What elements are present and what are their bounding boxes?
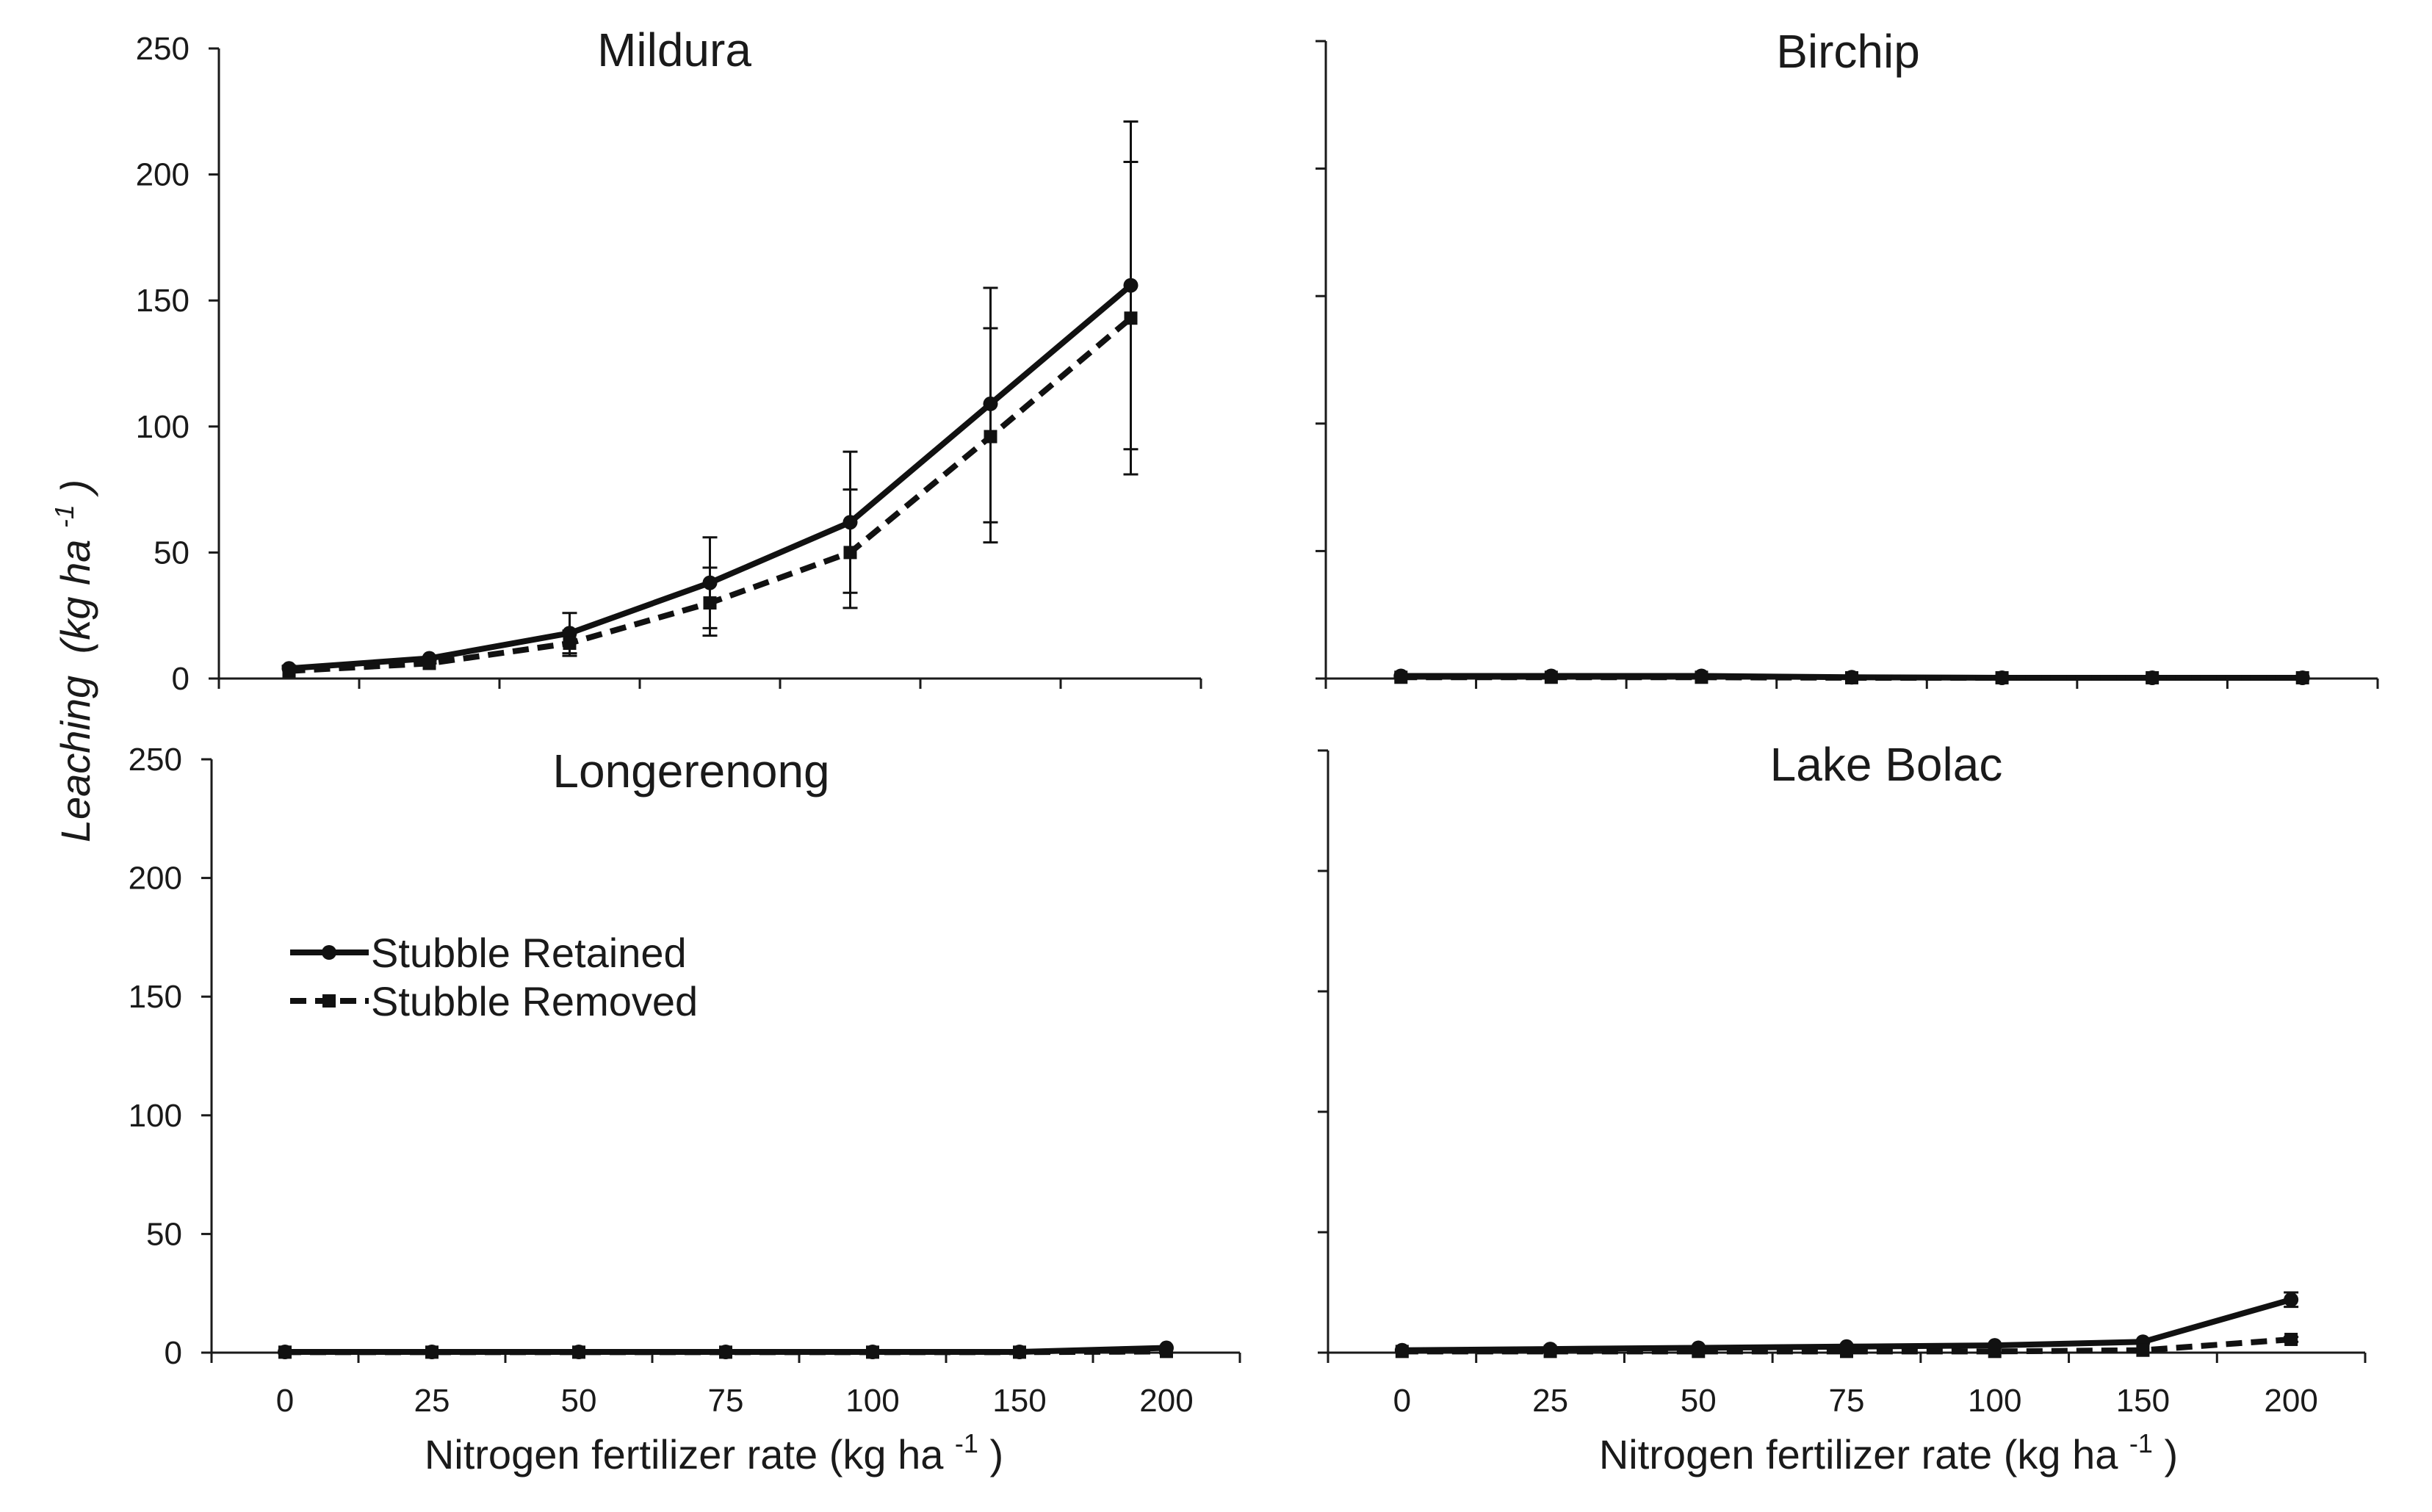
x-axis-title-right: Nitrogen fertilizer rate (kg ha -1 ) xyxy=(1599,1415,2178,1477)
data-point xyxy=(2146,670,2159,684)
panel-3: Longerenong 0 50 100 150 200 250 0 25 50 75 100 150 2… xyxy=(129,742,1241,1419)
y-tick-label: 50 xyxy=(154,535,190,571)
data-point xyxy=(2136,1343,2150,1357)
x-tick-label: 25 xyxy=(1532,1383,1568,1419)
data-point xyxy=(2284,1332,2298,1346)
data-point xyxy=(282,664,296,678)
y-tick-label: 50 xyxy=(146,1216,182,1252)
legend: Stubble Retained Stubble Removed xyxy=(290,930,698,1024)
y-tick-label: 100 xyxy=(129,1098,182,1134)
x-tick-label: 50 xyxy=(1681,1383,1717,1419)
y-tick-label: 0 xyxy=(172,661,190,697)
x-tick-label: 200 xyxy=(2264,1383,2317,1419)
x-tick-label: 150 xyxy=(2116,1383,2170,1419)
x-axis-title-left-sup: -1 xyxy=(955,1428,978,1458)
data-point xyxy=(1395,1345,1409,1359)
legend-marker-retained xyxy=(322,945,336,960)
data-point xyxy=(2284,1292,2299,1307)
data-point xyxy=(843,546,857,560)
x-axis-title-left-close: ) xyxy=(990,1431,1004,1477)
data-point xyxy=(425,1345,439,1359)
panel-title-2: Birchip xyxy=(1776,25,1920,78)
data-point xyxy=(719,1345,732,1359)
data-point xyxy=(1160,1345,1173,1359)
data-point xyxy=(703,596,717,610)
x-tick-label: 0 xyxy=(276,1383,294,1419)
legend-entry-retained: Stubble Retained xyxy=(290,930,687,976)
y-axis-title-sup: -1 xyxy=(49,504,79,528)
data-point xyxy=(866,1345,879,1359)
x-axis-title-left-main: Nitrogen fertilizer rate (kg ha xyxy=(425,1431,944,1477)
data-point xyxy=(1013,1345,1026,1359)
data-point xyxy=(1543,1345,1557,1359)
x-tick-label: 100 xyxy=(1968,1383,2021,1419)
data-point xyxy=(1995,670,2009,684)
x-tick-label: 150 xyxy=(992,1383,1046,1419)
data-point xyxy=(1692,1345,1706,1359)
y-tick-label: 150 xyxy=(129,979,182,1015)
data-point xyxy=(278,1345,292,1359)
panel-title-3: Longerenong xyxy=(552,745,829,797)
series-removed xyxy=(1394,670,2309,684)
y-axis-title-main: Leaching xyxy=(52,676,98,842)
data-point xyxy=(1124,311,1138,325)
y-axis-title: Leaching (kg ha -1 ) xyxy=(36,480,98,842)
panel-title-4: Lake Bolac xyxy=(1770,738,2003,791)
legend-label-retained: Stubble Retained xyxy=(371,930,687,976)
y-axis-title-units: (kg ha xyxy=(52,540,98,654)
legend-label-removed: Stubble Removed xyxy=(371,978,698,1024)
data-point xyxy=(422,656,436,670)
x-tick-label: 75 xyxy=(1829,1383,1865,1419)
y-tick-label: 200 xyxy=(136,157,190,193)
data-point xyxy=(2295,670,2309,684)
x-tick-label: 50 xyxy=(561,1383,597,1419)
y-tick-label: 250 xyxy=(136,31,190,67)
x-tick-label: 75 xyxy=(708,1383,744,1419)
data-point xyxy=(1544,670,1558,684)
data-point xyxy=(1695,670,1708,684)
data-point xyxy=(572,1345,585,1359)
legend-marker-removed xyxy=(322,994,336,1008)
panel-1: Mildura 0 50 100 150 200 250 xyxy=(136,23,1202,697)
y-tick-label: 150 xyxy=(136,283,190,319)
panel-2: Birchip xyxy=(1316,25,2379,689)
series-removed xyxy=(278,1345,1173,1359)
panel-title-1: Mildura xyxy=(597,23,751,76)
series-removed xyxy=(282,160,1139,678)
x-axis-title-right-sup: -1 xyxy=(2129,1428,2153,1458)
series-removed xyxy=(1395,1332,2299,1359)
y-axis-title-close: ) xyxy=(52,480,98,498)
x-tick-label: 200 xyxy=(1139,1383,1193,1419)
legend-entry-removed: Stubble Removed xyxy=(290,978,698,1024)
data-point xyxy=(1394,670,1408,684)
x-axis-title-right-close: ) xyxy=(2165,1431,2179,1477)
x-axis-title-right-main: Nitrogen fertilizer rate (kg ha xyxy=(1599,1431,2118,1477)
y-tick-label: 100 xyxy=(136,409,190,445)
x-axis-title-left: Nitrogen fertilizer rate (kg ha -1 ) xyxy=(425,1415,1003,1477)
x-tick-label: 25 xyxy=(414,1383,450,1419)
data-point xyxy=(563,636,577,650)
panel-4: Lake Bolac 0 25 50 75 100 150 200 xyxy=(1318,738,2367,1419)
data-point xyxy=(1845,670,1858,684)
x-tick-label: 0 xyxy=(1393,1383,1411,1419)
y-tick-label: 0 xyxy=(165,1335,182,1371)
y-tick-label: 200 xyxy=(129,861,182,897)
y-tick-label: 250 xyxy=(129,742,182,778)
data-point xyxy=(1988,1345,2002,1359)
data-point xyxy=(1840,1345,1853,1359)
data-point xyxy=(984,430,997,444)
x-tick-label: 100 xyxy=(845,1383,899,1419)
